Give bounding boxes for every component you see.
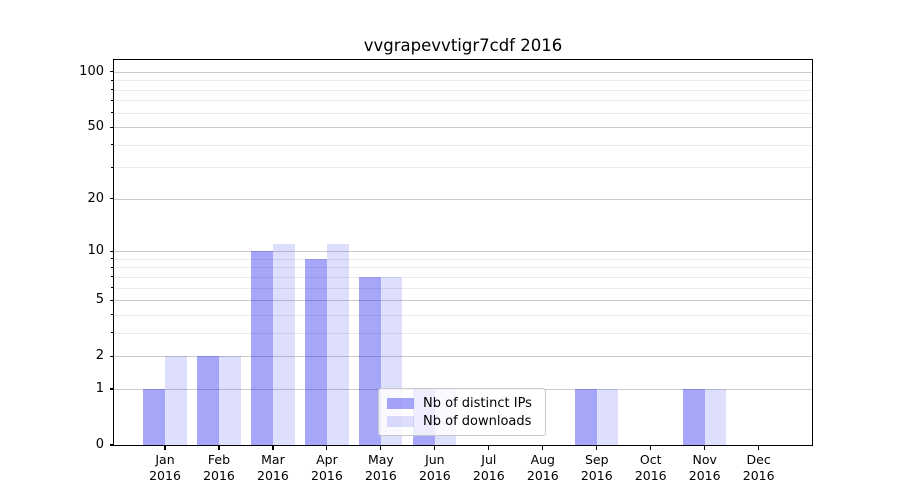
gridline-minor <box>114 314 812 316</box>
bar-downloads <box>272 244 295 445</box>
legend: Nb of distinct IPs Nb of downloads <box>378 388 546 436</box>
x-tick-mark <box>542 445 544 450</box>
gridline-minor <box>114 89 812 91</box>
x-tick-mark <box>758 445 760 450</box>
gridline-major <box>114 71 812 73</box>
legend-swatch-downloads-icon <box>387 415 414 427</box>
y-tick-label: 2 <box>95 348 104 364</box>
x-tick-mark <box>488 445 490 450</box>
x-tick-label: Dec 2016 <box>742 452 775 483</box>
y-tick-mark <box>109 198 114 200</box>
bar-distinct-ips <box>251 251 273 445</box>
y-tick-label: 10 <box>87 243 104 259</box>
gridline-minor <box>114 100 812 102</box>
x-tick-label: Nov 2016 <box>688 452 721 483</box>
y-tick-mark-minor <box>111 99 114 101</box>
y-tick-mark-minor <box>111 89 114 91</box>
legend-label-distinct-ips: Nb of distinct IPs <box>423 395 532 411</box>
bar-distinct-ips <box>575 388 597 445</box>
gridline-minor <box>114 112 812 114</box>
y-tick-label: 1 <box>95 380 104 396</box>
y-tick-label: 0 <box>95 437 104 452</box>
bar-downloads <box>218 356 241 445</box>
x-tick-mark <box>650 445 652 450</box>
x-tick-mark <box>164 445 166 450</box>
bar-downloads <box>704 388 727 445</box>
x-tick-mark <box>434 445 436 450</box>
x-tick-label: Jul 2016 <box>472 452 505 483</box>
x-tick-mark <box>704 445 706 450</box>
y-tick-mark <box>109 250 114 252</box>
y-tick-mark-minor <box>111 258 114 260</box>
x-tick-mark <box>596 445 598 450</box>
x-tick-mark <box>272 445 274 450</box>
x-tick-label: Sep 2016 <box>580 452 613 483</box>
gridline-minor <box>114 267 812 269</box>
gridline-major <box>114 127 812 129</box>
x-tick-mark <box>380 445 382 450</box>
y-tick-label: 5 <box>95 292 104 308</box>
y-tick-mark-minor <box>111 314 114 316</box>
bar-distinct-ips <box>359 276 381 445</box>
y-tick-mark <box>109 126 114 128</box>
x-tick-label: Jun 2016 <box>418 452 451 483</box>
y-tick-mark <box>109 355 114 357</box>
legend-swatch-distinct-ips-icon <box>387 397 414 409</box>
y-tick-label: 20 <box>87 190 104 206</box>
plot-area: Nb of distinct IPs Nb of downloads <box>113 59 813 446</box>
x-tick-label: Feb 2016 <box>203 452 235 483</box>
y-tick-label: 50 <box>87 119 104 135</box>
legend-item: Nb of downloads <box>387 414 537 429</box>
y-tick-mark-minor <box>111 79 114 81</box>
gridline-minor <box>114 144 812 146</box>
gridline-minor <box>114 258 812 260</box>
bar-distinct-ips <box>683 388 705 445</box>
x-tick-label: May 2016 <box>364 452 397 483</box>
x-tick-label: Aug 2016 <box>526 452 559 483</box>
y-tick-mark-minor <box>111 276 114 278</box>
gridline-major <box>114 198 812 200</box>
y-tick-mark-minor <box>111 144 114 146</box>
y-tick-mark-minor <box>111 166 114 168</box>
gridline-minor <box>114 80 812 82</box>
y-tick-mark <box>109 444 114 446</box>
y-tick-mark-minor <box>111 266 114 268</box>
gridline-minor <box>114 167 812 169</box>
gridline-major <box>114 251 812 253</box>
gridline-minor <box>114 276 812 278</box>
gridline-major <box>114 300 812 302</box>
y-tick-mark <box>109 71 114 73</box>
legend-label-downloads: Nb of downloads <box>423 413 532 429</box>
legend-item: Nb of distinct IPs <box>387 396 537 411</box>
x-tick-label: Oct 2016 <box>634 452 667 483</box>
x-tick-mark <box>218 445 220 450</box>
bar-downloads <box>165 356 187 445</box>
x-tick-label: Jan 2016 <box>149 452 181 483</box>
gridline-minor <box>114 287 812 289</box>
y-tick-label: 100 <box>79 63 104 79</box>
gridline-major <box>114 356 812 358</box>
x-tick-label: Apr 2016 <box>311 452 343 483</box>
bar-distinct-ips <box>143 388 165 445</box>
bar-distinct-ips <box>305 258 327 445</box>
y-tick-mark <box>109 388 114 390</box>
x-tick-mark <box>326 445 328 450</box>
x-tick-label: Mar 2016 <box>257 452 289 483</box>
bar-downloads <box>326 244 349 445</box>
y-tick-mark-minor <box>111 287 114 289</box>
bar-distinct-ips <box>197 356 219 445</box>
y-tick-mark <box>109 299 114 301</box>
y-tick-mark-minor <box>111 332 114 334</box>
bar-downloads <box>596 388 619 445</box>
y-tick-mark-minor <box>111 112 114 114</box>
gridline-minor <box>114 332 812 334</box>
chart-title: vvgrapevvtigr7cdf 2016 <box>363 36 563 55</box>
